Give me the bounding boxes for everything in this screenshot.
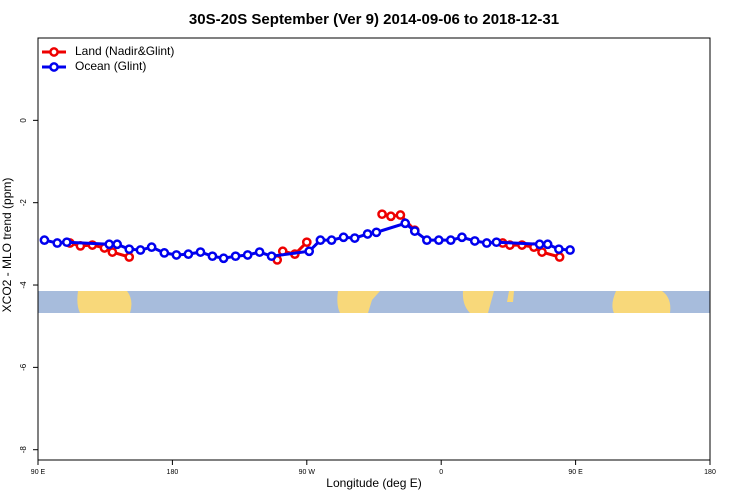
data-point	[554, 244, 564, 255]
plot-frame	[37, 37, 711, 461]
data-point	[542, 239, 553, 250]
x-tick-label: 180	[167, 469, 179, 476]
y-tick-label: -8	[19, 446, 28, 454]
data-point	[183, 249, 194, 259]
x-tick-label: 90 E	[31, 469, 46, 476]
map-strip	[38, 291, 710, 313]
legend-label: Ocean (Glint)	[75, 59, 146, 73]
data-point	[409, 226, 420, 236]
x-tick-label: 90 W	[299, 469, 316, 476]
data-point	[171, 250, 182, 260]
data-point	[315, 235, 326, 245]
data-point	[124, 252, 135, 262]
data-point	[537, 247, 547, 257]
data-point	[395, 210, 406, 220]
data-point	[52, 238, 63, 248]
data-point	[400, 218, 411, 229]
data-point	[349, 233, 360, 243]
data-point	[433, 235, 444, 245]
data-point	[266, 251, 277, 262]
data-point	[301, 237, 312, 248]
y-tick-label: -6	[19, 363, 28, 371]
data-point	[445, 235, 456, 245]
x-axis-label: Longitude (deg E)	[326, 476, 421, 490]
data-point	[112, 239, 122, 250]
data-point	[61, 237, 72, 248]
data-point	[135, 245, 146, 255]
data-point	[254, 247, 265, 257]
data-point	[39, 235, 50, 245]
data-point	[491, 237, 502, 248]
x-tick-label: 0	[439, 469, 443, 476]
data-point	[422, 235, 432, 245]
data-point	[565, 245, 575, 255]
data-point	[554, 252, 565, 262]
y-tick-label: 0	[19, 118, 28, 123]
y-tick-label: -2	[19, 199, 28, 207]
legend-label: Land (Nadir&Glint)	[75, 44, 174, 58]
data-point	[304, 246, 315, 257]
data-point	[386, 211, 396, 222]
data-point	[481, 238, 492, 248]
data-point	[377, 209, 387, 220]
legend-marker	[49, 62, 59, 72]
y-tick-label: -4	[19, 281, 28, 289]
y-axis-label: XCO2 - MLO trend (ppm)	[0, 178, 14, 313]
data-point	[107, 247, 118, 257]
x-tick-label: 180	[704, 469, 716, 476]
data-point	[230, 251, 241, 262]
data-point	[338, 232, 349, 243]
data-point	[195, 247, 206, 257]
data-point	[362, 229, 373, 239]
x-tick-label: 90 E	[568, 469, 583, 476]
data-point	[534, 239, 545, 250]
data-point	[207, 251, 218, 262]
data-point	[469, 236, 480, 246]
data-point	[326, 235, 337, 245]
chart-title: 30S-20S September (Ver 9) 2014-09-06 to …	[189, 11, 559, 28]
data-point	[124, 244, 135, 255]
data-point	[159, 248, 170, 258]
legend-marker	[49, 47, 59, 57]
data-point	[457, 232, 467, 243]
data-point	[146, 242, 157, 252]
data-point	[218, 253, 229, 264]
data-point	[371, 227, 382, 238]
data-point	[242, 250, 253, 260]
data-point	[104, 239, 115, 250]
